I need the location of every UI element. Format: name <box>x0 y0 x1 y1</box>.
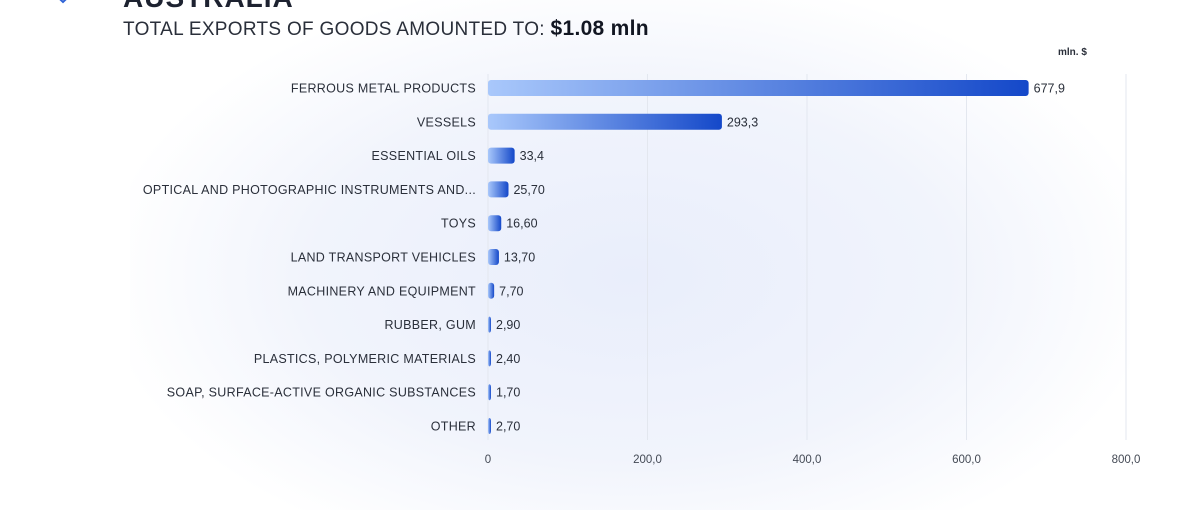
bar <box>488 418 491 434</box>
x-tick-label: 0 <box>485 454 491 466</box>
value-label: 2,70 <box>496 420 520 434</box>
category-label: PLASTICS, POLYMERIC MATERIALS <box>254 352 476 366</box>
unit-label: mln. $ <box>1058 47 1087 58</box>
category-label: SOAP, SURFACE-ACTIVE ORGANIC SUBSTANCES <box>167 386 476 400</box>
value-label: 13,70 <box>504 251 535 265</box>
country-title: AUSTRALIA <box>123 0 294 14</box>
export-bar-chart: 0 200,0 400,0 600,0 800,0 FERROUS METAL PRODU… <box>143 74 1141 466</box>
total-amount: $1.08 mln <box>550 17 649 40</box>
value-label: 16,60 <box>506 217 537 231</box>
value-label: 7,70 <box>499 284 523 298</box>
subtitle-text: TOTAL EXPORTS OF GOODS AMOUNTED TO: <box>123 19 545 40</box>
bar <box>488 113 722 130</box>
value-label: 2,40 <box>496 352 520 366</box>
value-label: 25,70 <box>513 183 544 197</box>
value-label: 1,70 <box>496 386 520 400</box>
category-label: FERROUS METAL PRODUCTS <box>291 82 476 96</box>
bar <box>488 249 499 265</box>
bar <box>488 384 491 401</box>
category-label: LAND TRANSPORT VEHICLES <box>291 251 476 265</box>
value-label: 677,9 <box>1034 82 1065 96</box>
bar <box>488 350 491 367</box>
value-label: 2,90 <box>496 318 520 332</box>
x-tick-label: 800,0 <box>1112 454 1141 466</box>
category-label: RUBBER, GUM <box>384 318 476 332</box>
x-tick-label: 400,0 <box>793 454 822 466</box>
bar <box>488 282 495 299</box>
bar <box>488 215 502 232</box>
x-tick-label: 200,0 <box>633 454 662 466</box>
category-label: MACHINERY AND EQUIPMENT <box>288 284 476 298</box>
category-label: OPTICAL AND PHOTOGRAPHIC INSTRUMENTS AND… <box>143 183 476 197</box>
category-label: VESSELS <box>417 115 476 129</box>
value-label: 293,3 <box>727 115 758 129</box>
category-label: OTHER <box>431 420 476 434</box>
chart-subtitle: TOTAL EXPORTS OF GOODS AMOUNTED TO: $1.0… <box>123 17 649 41</box>
category-label: ESSENTIAL OILS <box>372 149 476 163</box>
x-tick-label: 600,0 <box>952 454 981 466</box>
bar <box>488 80 1029 96</box>
bar <box>488 147 515 164</box>
globe-icon <box>59 0 67 4</box>
category-label: TOYS <box>441 217 476 231</box>
bar <box>488 316 491 333</box>
bar <box>488 181 509 198</box>
value-label: 33,4 <box>520 149 544 163</box>
